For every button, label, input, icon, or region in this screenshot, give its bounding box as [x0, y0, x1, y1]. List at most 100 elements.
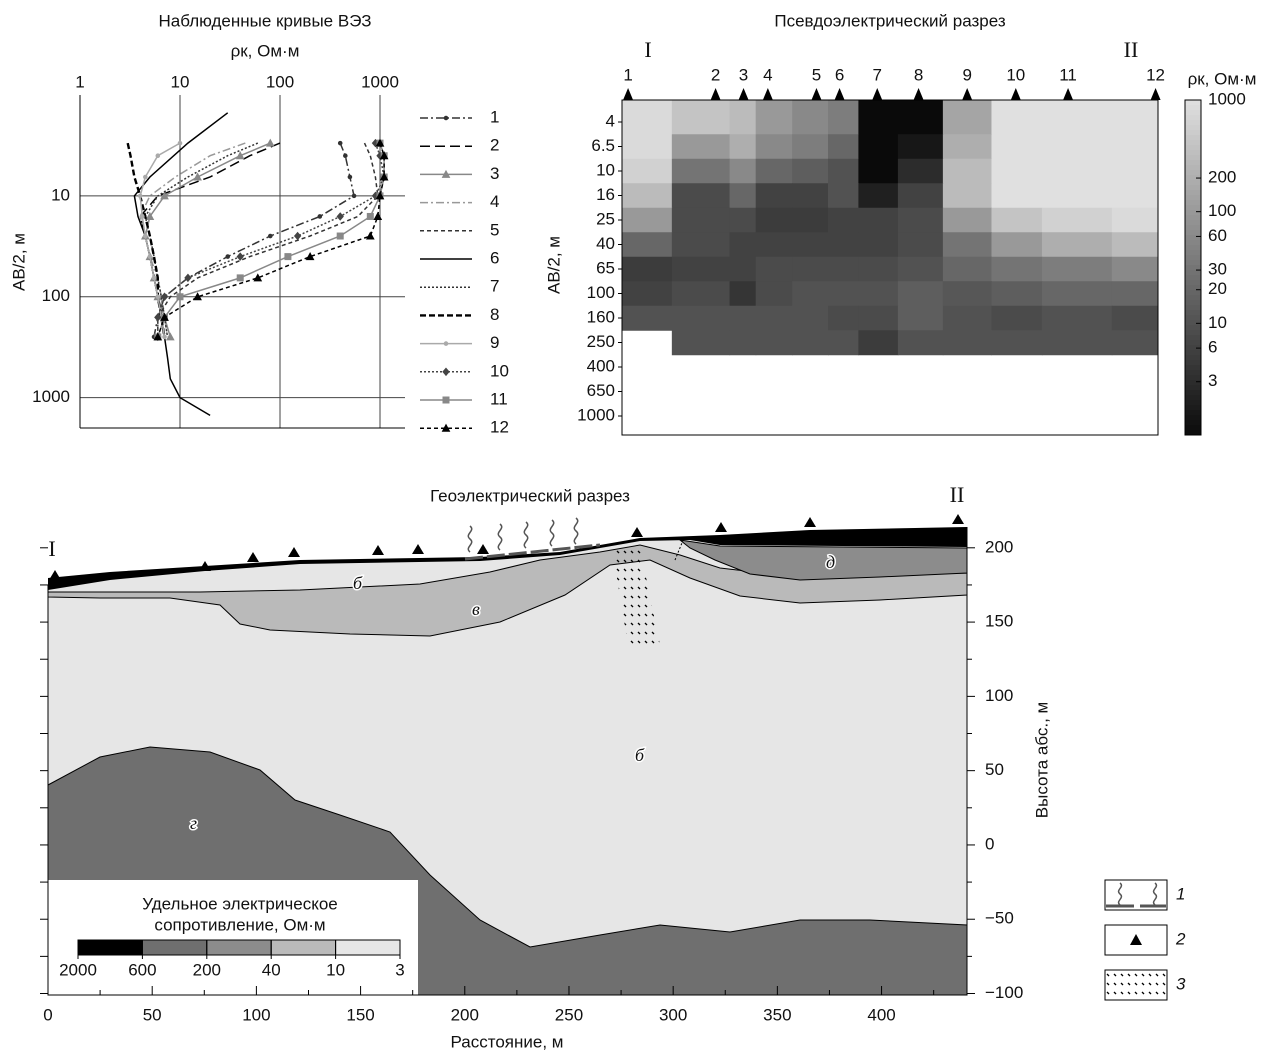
y-tick-label: 200	[985, 537, 1013, 556]
cell	[858, 232, 899, 258]
cell	[755, 158, 793, 184]
marker	[293, 231, 302, 241]
legend-swatch	[141, 939, 208, 956]
colorbar-step	[1185, 370, 1201, 376]
y-tick-label: 1000	[32, 387, 70, 406]
legend-marker	[442, 367, 450, 377]
x-tick-label: 1	[623, 65, 632, 84]
colorbar-step	[1185, 355, 1201, 361]
colorbar-step	[1185, 410, 1201, 416]
colorbar-step	[1185, 325, 1201, 331]
x-tick-label: 8	[914, 65, 923, 84]
legend-label: 10	[490, 361, 509, 380]
colorbar-step	[1185, 155, 1201, 161]
colorbar-step	[1185, 420, 1201, 426]
layer-label: б	[635, 745, 645, 765]
colorbar-label: ρк, Ом·м	[1188, 69, 1257, 88]
cell	[1041, 305, 1113, 331]
cell	[729, 232, 757, 258]
profile-end: II	[950, 482, 965, 507]
cell	[897, 134, 944, 160]
station-marker	[913, 88, 924, 100]
colorbar-step	[1185, 160, 1201, 166]
cell	[671, 232, 731, 258]
station-marker	[811, 88, 822, 100]
y-tick-label: 16	[596, 185, 615, 204]
y-tick-label: 10	[51, 185, 70, 204]
marker	[317, 214, 323, 219]
cell	[729, 100, 757, 135]
chart-title: Геоэлектрический разрез	[430, 486, 630, 505]
y-axis-label: AB/2, м	[544, 236, 563, 294]
symbol-legend: 1 2 3	[1104, 879, 1186, 1001]
legend-title: Удельное электрическое	[142, 894, 337, 913]
colorbar-step	[1185, 115, 1201, 121]
springs	[467, 517, 579, 553]
colorbar-step	[1185, 295, 1201, 301]
cell	[942, 305, 992, 331]
y-tick-label: 50	[985, 760, 1004, 779]
colorbar-step	[1185, 190, 1201, 196]
marker	[145, 211, 155, 220]
cell	[858, 256, 899, 282]
x-tick-label: 3	[739, 65, 748, 84]
legend-marker	[441, 423, 451, 432]
cell	[671, 207, 731, 233]
layer-a	[48, 527, 967, 590]
marker	[155, 294, 161, 300]
symbol-label: 2	[1175, 929, 1186, 948]
colorbar-tick-label: 3	[1208, 371, 1217, 390]
cell	[828, 134, 859, 160]
cell	[991, 330, 1043, 356]
legend-label: 2	[490, 136, 499, 155]
station-marker	[1063, 88, 1074, 100]
colorbar-frame	[1184, 99, 1202, 436]
layer-d	[678, 539, 968, 581]
colorbar-step	[1185, 165, 1201, 171]
y-tick-label: −100	[985, 983, 1023, 1002]
y-tick-label: 4	[606, 111, 615, 130]
marker	[160, 312, 169, 321]
station-marker	[710, 88, 721, 100]
cell	[622, 158, 673, 184]
colorbar-step	[1185, 280, 1201, 286]
cell	[1111, 158, 1159, 184]
cell	[792, 256, 829, 282]
layer-label: д	[826, 552, 835, 572]
colorbar-step	[1185, 220, 1201, 226]
cell	[1041, 281, 1113, 307]
cell	[942, 158, 992, 184]
cell	[792, 100, 829, 135]
colorbar-step	[1185, 265, 1201, 271]
cell	[991, 207, 1043, 233]
marker	[284, 253, 292, 261]
x-tick-label: 250	[555, 1005, 583, 1024]
cell	[729, 158, 757, 184]
cell	[942, 207, 992, 233]
x-tick-label: 350	[763, 1005, 791, 1024]
cell	[622, 134, 673, 160]
marker	[375, 138, 385, 147]
y-tick-label: 1000	[577, 405, 615, 424]
cell	[729, 183, 757, 209]
cell	[755, 100, 793, 135]
x-tick-label: 12	[1146, 65, 1165, 84]
cell	[1111, 256, 1159, 282]
curve	[139, 142, 181, 338]
cell	[792, 207, 829, 233]
colorbar-step	[1185, 185, 1201, 191]
colorbar-step	[1185, 205, 1201, 211]
colorbar-step	[1185, 130, 1201, 136]
cell	[897, 256, 944, 282]
cell	[897, 100, 944, 135]
colorbar-tick-label: 6	[1208, 338, 1217, 357]
marker	[153, 332, 163, 341]
marker	[365, 231, 375, 240]
cell	[858, 281, 899, 307]
cell	[1111, 305, 1159, 331]
colorbar-step	[1185, 120, 1201, 126]
x-tick-label: 0	[43, 1005, 52, 1024]
marker	[176, 293, 184, 301]
marker	[375, 191, 385, 200]
